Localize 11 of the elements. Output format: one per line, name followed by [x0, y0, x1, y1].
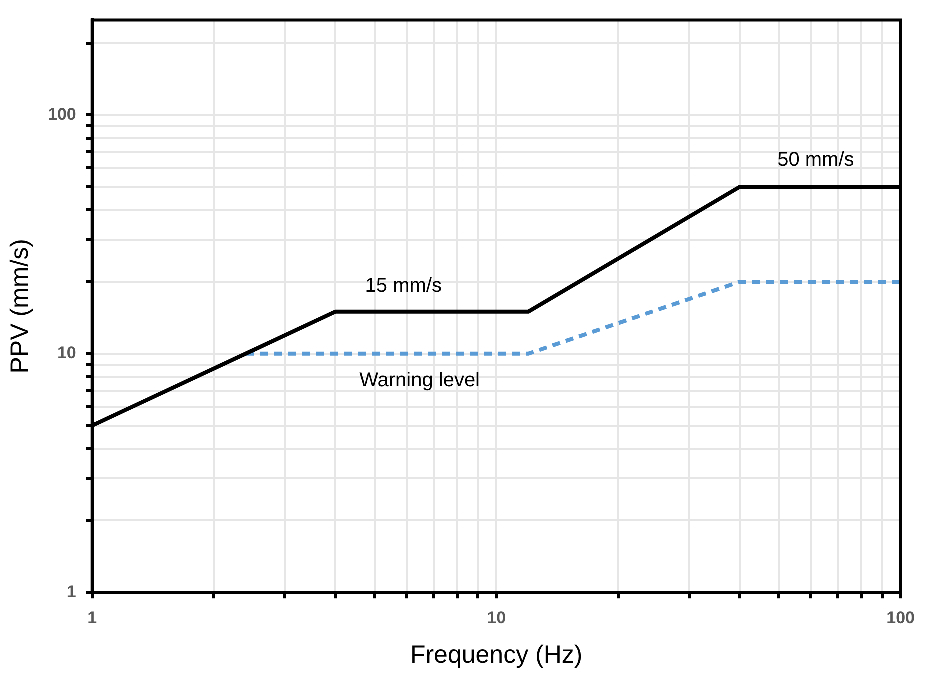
y-tick-label: 100: [48, 104, 76, 124]
y-tick-label: 1: [66, 582, 76, 602]
annotation: Warning level: [360, 369, 480, 392]
annotation: 50 mm/s: [778, 148, 854, 171]
x-tick-label: 1: [88, 608, 98, 628]
x-tick-label: 10: [487, 608, 506, 628]
y-axis-title: PPV (mm/s): [6, 239, 34, 374]
x-axis-title: Frequency (Hz): [410, 640, 583, 669]
annotation: 15 mm/s: [365, 274, 442, 297]
x-tick-label: 100: [886, 608, 916, 628]
y-tick-label: 10: [57, 344, 76, 363]
